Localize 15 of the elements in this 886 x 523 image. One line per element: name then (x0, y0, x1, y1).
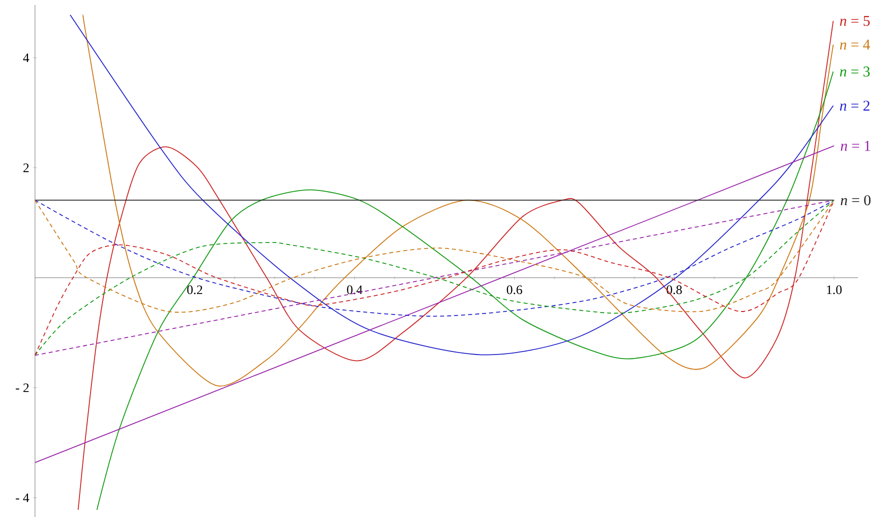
x-tick-label: 0.6 (506, 285, 522, 294)
x-tick-label: 0.8 (666, 285, 682, 294)
x-tick-label: 1.0 (827, 285, 842, 294)
y-tick-label: 2 (23, 163, 29, 172)
y-tick-label: - 2 (16, 383, 29, 392)
series-label: n = 4 (840, 40, 870, 50)
y-tick-label: 4 (23, 54, 30, 62)
series-label: n = 3 (840, 66, 870, 77)
series-label: n = 2 (840, 100, 870, 111)
series-label: n = 1 (840, 140, 870, 151)
y-tick-label: - 4 (16, 493, 30, 502)
series-label: n = 0 (840, 195, 871, 206)
series-label: n = 5 (840, 16, 870, 26)
x-tick-label: 0.2 (187, 285, 202, 294)
x-tick-label: 0.4 (347, 285, 363, 294)
